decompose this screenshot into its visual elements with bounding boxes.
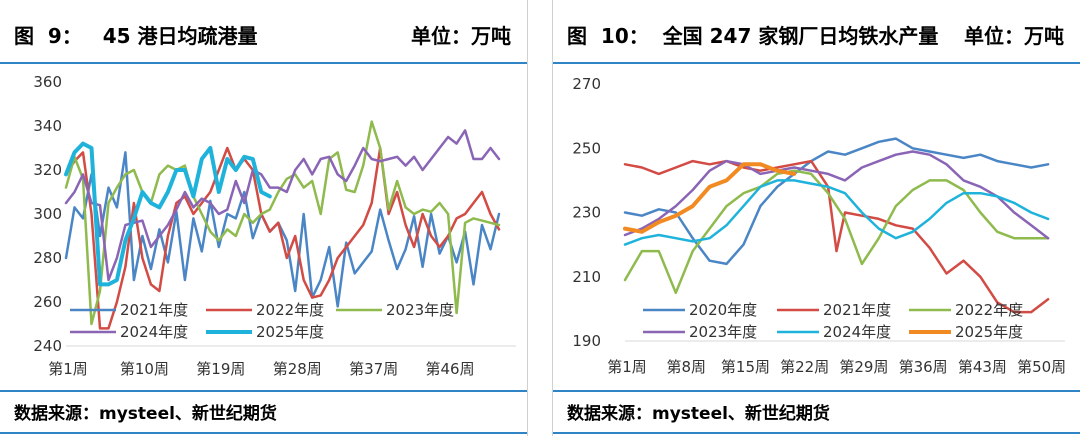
- legend-label: 2022年度: [256, 301, 324, 319]
- title-bar: 图 9： 45 港日均疏港量 单位：万吨: [0, 0, 527, 64]
- series-line-3: [64, 129, 501, 282]
- x-tick-label: 第43周: [958, 358, 1007, 376]
- source-note: 数据来源：mysteel、新世纪期货: [14, 404, 277, 424]
- x-tick-label: 第28周: [273, 360, 322, 378]
- series-line-0: [64, 151, 501, 308]
- y-tick-label: 190: [572, 332, 601, 350]
- series-line-2: [623, 169, 1050, 295]
- y-tick-label: 250: [572, 139, 601, 157]
- legend-label: 2022年度: [955, 301, 1023, 319]
- x-tick-label: 第37周: [349, 360, 398, 378]
- unit-label: 单位：万吨: [964, 24, 1064, 48]
- legend-label: 2021年度: [120, 301, 188, 319]
- series-line-2: [64, 120, 501, 326]
- y-tick-label: 300: [33, 205, 62, 223]
- y-tick-label: 360: [33, 73, 62, 91]
- source-bar: 数据来源：mysteel、新世纪期货: [553, 390, 1080, 434]
- figure-title: 图 9： 45 港日均疏港量: [14, 24, 258, 48]
- x-tick-label: 第15周: [721, 358, 770, 376]
- hot-metal-output-line-chart: 190 210 230 250 270 第1周 第8周 第15周 第22周 第29周 第36周 第43…: [572, 75, 1066, 376]
- legend-label: 2024年度: [120, 323, 188, 341]
- legend-label: 2023年度: [386, 301, 454, 319]
- x-tick-label: 第36周: [899, 358, 948, 376]
- y-tick-label: 270: [572, 75, 601, 93]
- y-tick-label: 340: [33, 117, 62, 135]
- x-tick-label: 第29周: [839, 358, 888, 376]
- x-tick-label: 第19周: [196, 360, 245, 378]
- y-tick-label: 240: [33, 337, 62, 355]
- series-line-4: [64, 141, 272, 287]
- series-line-5: [623, 162, 797, 234]
- chart-panel-left: 图 9： 45 港日均疏港量 单位：万吨 240 260 280 300 320 340 3…: [0, 0, 528, 436]
- x-tick-label: 第22周: [780, 358, 829, 376]
- x-tick-label: 第1周: [48, 360, 88, 378]
- series-line-3: [623, 150, 1050, 240]
- legend-label: 2025年度: [955, 323, 1023, 341]
- legend-label: 2023年度: [689, 323, 757, 341]
- series-line-1: [623, 159, 1050, 314]
- legend-label: 2020年度: [689, 301, 757, 319]
- x-tick-label: 第1周: [607, 358, 647, 376]
- y-tick-label: 320: [33, 161, 62, 179]
- x-tick-label: 第8周: [666, 358, 706, 376]
- unit-label: 单位：万吨: [411, 24, 511, 48]
- title-bar: 图 10： 全国 247 家钢厂日均铁水产量 单位：万吨: [553, 0, 1080, 64]
- source-note: 数据来源：mysteel、新世纪期货: [567, 404, 830, 424]
- x-tick-label: 第10周: [120, 360, 169, 378]
- legend-label: 2021年度: [823, 301, 891, 319]
- y-tick-label: 280: [33, 249, 62, 267]
- series-line-4: [623, 179, 1050, 246]
- figure-title: 图 10： 全国 247 家钢厂日均铁水产量: [567, 24, 939, 48]
- x-tick-label: 第46周: [426, 360, 475, 378]
- series-line-1: [64, 146, 501, 330]
- y-tick-label: 260: [33, 293, 62, 311]
- x-tick-label: 第50周: [1017, 358, 1066, 376]
- y-tick-label: 210: [572, 268, 601, 286]
- source-bar: 数据来源：mysteel、新世纪期货: [0, 390, 527, 434]
- legend-label: 2025年度: [256, 323, 324, 341]
- y-tick-label: 230: [572, 204, 601, 222]
- chart-panel-right: 图 10： 全国 247 家钢厂日均铁水产量 单位：万吨 190 210 230 25…: [552, 0, 1080, 436]
- port-evacuation-line-chart: 240 260 280 300 320 340 360 第1周 第10周 第19周 第28周 第37周…: [33, 73, 516, 378]
- legend-label: 2024年度: [823, 323, 891, 341]
